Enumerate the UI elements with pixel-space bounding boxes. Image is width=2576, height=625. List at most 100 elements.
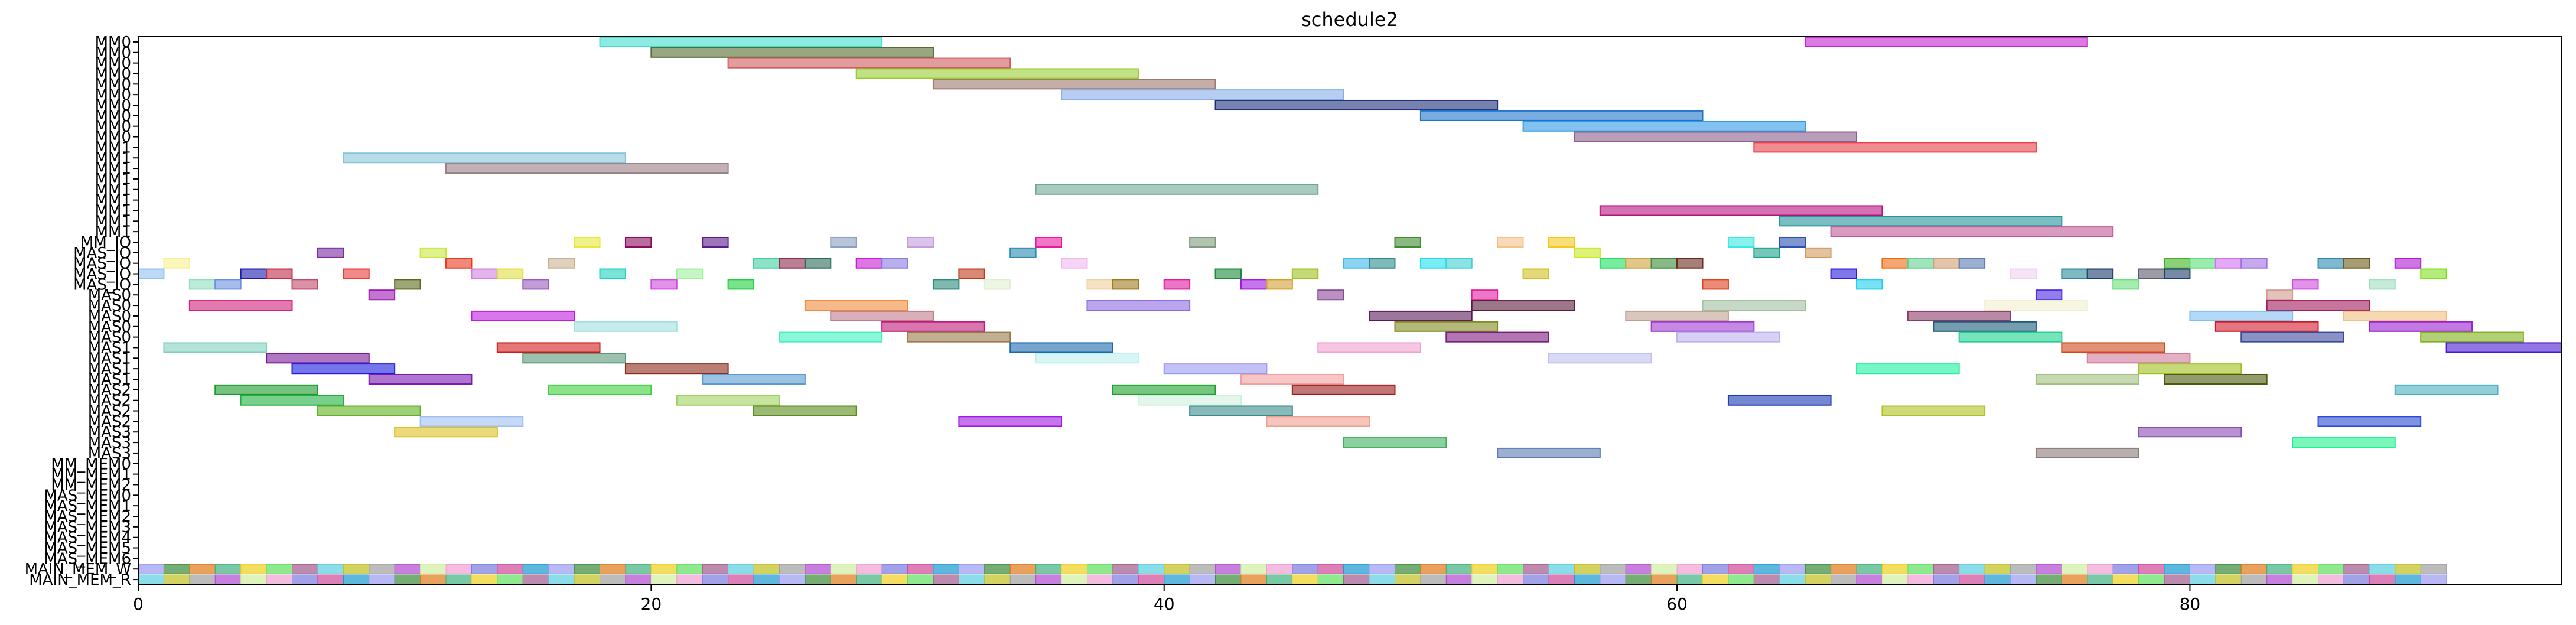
y-tick-label: MM_MEM2 <box>51 476 131 494</box>
task-bar <box>2214 321 2319 332</box>
memory-bar <box>266 574 293 585</box>
task-bar <box>2266 300 2370 311</box>
y-tick-label: MM0 <box>95 76 131 93</box>
memory-bar <box>600 564 626 574</box>
task-bar <box>2394 384 2499 395</box>
memory-bar <box>1292 574 1318 585</box>
memory-bar <box>1086 574 1113 585</box>
task-bar <box>1317 289 1344 301</box>
memory-bar <box>214 564 242 574</box>
memory-bar <box>369 574 395 585</box>
memory-bar <box>958 564 985 574</box>
task-bar <box>1035 236 1063 248</box>
task-bar <box>1266 279 1293 290</box>
memory-bar <box>2087 564 2113 574</box>
task-bar <box>2292 279 2319 290</box>
memory-bar <box>1189 574 1216 585</box>
memory-bar <box>1548 564 1575 574</box>
x-tick-label: 60 <box>1666 594 1688 614</box>
task-bar <box>163 258 190 269</box>
y-tick-label: MAS2 <box>88 392 131 410</box>
memory-bar <box>830 564 857 574</box>
y-tick-label: MM_IO <box>80 234 131 252</box>
memory-bar <box>445 564 472 574</box>
memory-bar <box>1240 574 1267 585</box>
memory-bar <box>548 564 575 574</box>
task-bar <box>1522 268 1549 279</box>
task-bar <box>1163 279 1191 290</box>
task-bar <box>1419 110 1704 121</box>
memory-bar <box>1881 574 1909 585</box>
task-bar <box>1702 300 1806 311</box>
memory-bar <box>2036 574 2062 585</box>
y-tick-label: MAS0 <box>88 297 131 315</box>
y-tick-label: MAS_MEM1 <box>44 497 131 515</box>
memory-bar <box>1959 574 1985 585</box>
task-bar <box>522 353 626 364</box>
x-axis: 0 20 40 60 80 <box>133 585 2200 614</box>
memory-bar <box>1086 564 1113 574</box>
y-tick-label: MAS_MEM3 <box>44 519 131 536</box>
task-bar <box>188 300 293 311</box>
memory-bars-layer <box>138 564 2447 585</box>
task-bar <box>958 416 1063 427</box>
memory-bar <box>1317 564 1344 574</box>
task-bar <box>317 247 344 258</box>
task-bar <box>1599 258 1627 269</box>
y-tick-label: MM0 <box>95 118 131 136</box>
task-bar <box>188 279 216 290</box>
memory-bar <box>2036 564 2062 574</box>
y-tick-label: MAS0 <box>88 308 131 325</box>
y-tick-label: MAS_MEM4 <box>44 529 131 547</box>
task-bar <box>1676 331 1780 343</box>
task-bar <box>1599 205 1883 216</box>
task-bar <box>2164 268 2191 279</box>
task-bar <box>907 236 934 248</box>
task-bar <box>574 236 601 248</box>
task-bar <box>2138 427 2242 438</box>
memory-bar <box>1805 564 1832 574</box>
memory-bar <box>881 574 908 585</box>
y-tick-label: MAS_IO <box>73 255 131 273</box>
y-axis: MM0MM0MM0MM0MM0MM0MM0MM0MM0MM0MM1MM1MM1M… <box>25 34 138 589</box>
task-bar <box>676 395 780 406</box>
memory-bar <box>1369 574 1395 585</box>
task-bar <box>1650 321 1755 332</box>
memory-bar <box>1164 564 1190 574</box>
memory-bar <box>1933 564 1960 574</box>
memory-bar <box>2164 564 2190 574</box>
task-bar <box>1445 331 1549 343</box>
memory-bar <box>1061 564 1087 574</box>
task-bar <box>932 79 1216 90</box>
y-tick-label: MM1 <box>95 192 131 210</box>
memory-bar <box>1266 564 1293 574</box>
memory-bar <box>625 564 652 574</box>
y-tick-label: MAS1 <box>88 350 131 367</box>
task-bar <box>1266 416 1370 427</box>
memory-bar <box>522 564 549 574</box>
memory-bar <box>881 564 908 574</box>
y-tick-label: MAS_MEM2 <box>44 508 131 526</box>
memory-bar <box>2112 574 2139 585</box>
memory-bar <box>163 574 190 585</box>
memory-bar <box>1445 574 1473 585</box>
memory-bar <box>1138 574 1165 585</box>
task-bar <box>1907 258 1935 269</box>
task-bar <box>1522 121 1806 132</box>
memory-bar <box>1728 574 1754 585</box>
task-bar <box>471 310 575 321</box>
task-bar <box>1958 258 1986 269</box>
memory-bar <box>2164 574 2190 585</box>
memory-bar <box>805 574 831 585</box>
task-bar <box>394 427 498 438</box>
task-bar <box>727 57 1011 69</box>
memory-bar <box>2369 574 2396 585</box>
memory-bar <box>753 564 780 574</box>
memory-bar <box>189 564 216 574</box>
task-bar <box>2138 363 2242 375</box>
memory-bar <box>600 574 626 585</box>
memory-bar <box>2420 574 2447 585</box>
task-bar <box>1805 247 1832 258</box>
y-tick-label: MM_MEM1 <box>51 466 131 484</box>
y-tick-label: MM0 <box>95 34 131 51</box>
